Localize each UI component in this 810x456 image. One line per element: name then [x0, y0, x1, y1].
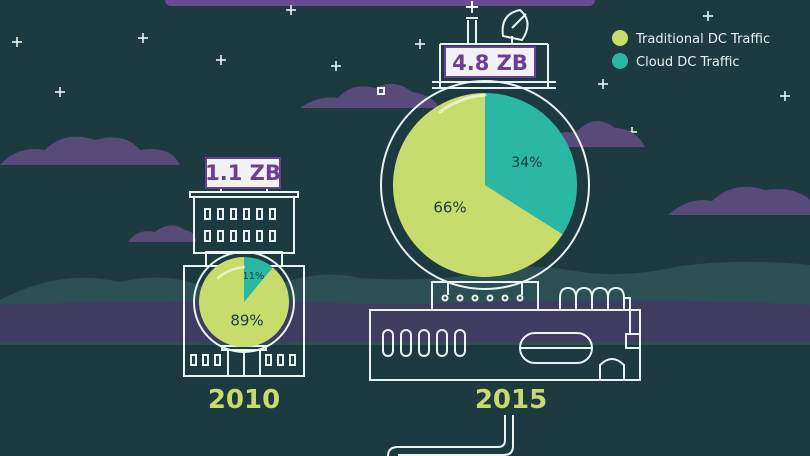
pie-chart-2010: 11% 89% [199, 257, 289, 347]
pie-slice-2015-cloud [485, 93, 577, 235]
legend-swatch-traditional [612, 30, 628, 46]
year-2010-label: 2010 [208, 385, 280, 415]
legend-swatch-cloud [612, 53, 628, 69]
star-icon [55, 87, 65, 97]
pie-label-2015-cloud: 34% [511, 155, 542, 171]
clouds [0, 83, 810, 242]
cooling-coils [559, 286, 625, 310]
star-icon [703, 11, 713, 21]
pie-label-2015-traditional: 66% [433, 198, 466, 216]
star-icon [12, 37, 22, 47]
pipe [387, 415, 506, 456]
year-2015-label: 2015 [475, 385, 547, 415]
legend-label-traditional: Traditional DC Traffic [635, 32, 770, 47]
pie-chart-2015: 34% 66% [392, 93, 577, 278]
pie-label-2010-traditional: 89% [230, 311, 263, 329]
satellite-dish-icon [501, 8, 529, 44]
cloud-left [0, 136, 180, 165]
windows-2010-row2 [204, 230, 276, 242]
total-label-2010: 1.1 ZB [205, 157, 281, 189]
star-icon [415, 39, 425, 49]
star-icon [780, 91, 790, 101]
star-icon [331, 61, 341, 71]
star-icon [138, 33, 148, 43]
door-2015 [599, 358, 625, 380]
windows-2010-bottom [190, 354, 296, 366]
cloud-mid-left [128, 225, 196, 242]
pie-slice-2010-cloud [244, 257, 273, 302]
cloud-center [300, 83, 440, 108]
top-banner [165, 0, 595, 6]
total-label-2015: 4.8 ZB [444, 46, 536, 78]
legend-item-cloud: Cloud DC Traffic [612, 53, 740, 70]
total-2010-text: 1.1 ZB [205, 161, 281, 185]
pie-2015-tank [380, 80, 590, 290]
total-2015-text: 4.8 ZB [452, 51, 528, 75]
glass-highlight-2010 [216, 265, 246, 280]
pie-slice-2015-traditional [392, 93, 563, 278]
star-icon [216, 55, 226, 65]
datacenter-2015 [369, 1, 641, 456]
stars [12, 5, 790, 137]
star-icon [598, 79, 608, 89]
glass-highlight-2015 [438, 93, 487, 114]
cloud-right [545, 121, 645, 147]
legend-item-traditional: Traditional DC Traffic [612, 30, 770, 47]
rivets-2015 [441, 294, 524, 302]
pie-label-2010-cloud: 11% [242, 271, 264, 282]
windows-2015 [382, 329, 466, 357]
star-icon [286, 5, 296, 15]
pie-slice-2010-traditional [199, 257, 289, 347]
pie-2010-frame [193, 251, 295, 353]
legend-label-cloud: Cloud DC Traffic [636, 55, 740, 70]
legend: Traditional DC Traffic Cloud DC Traffic [612, 30, 770, 70]
cloud-far-right [668, 186, 810, 215]
windows-2010-row1 [204, 208, 276, 220]
ground [0, 300, 810, 342]
